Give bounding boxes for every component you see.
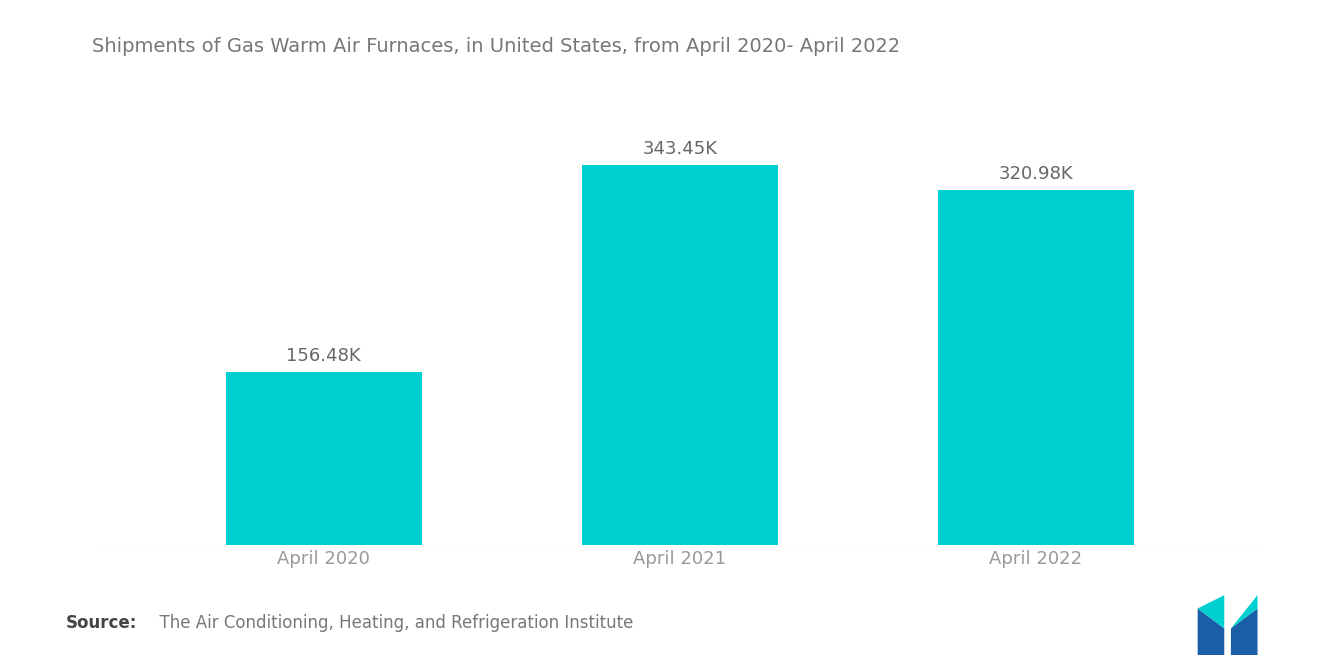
Text: 156.48K: 156.48K xyxy=(286,347,362,365)
Polygon shape xyxy=(1232,595,1258,628)
Polygon shape xyxy=(1232,608,1258,655)
Text: Shipments of Gas Warm Air Furnaces, in United States, from April 2020- April 202: Shipments of Gas Warm Air Furnaces, in U… xyxy=(92,37,900,56)
Text: 320.98K: 320.98K xyxy=(998,165,1073,183)
Text: 343.45K: 343.45K xyxy=(643,140,717,158)
Text: The Air Conditioning, Heating, and Refrigeration Institute: The Air Conditioning, Heating, and Refri… xyxy=(149,614,634,632)
Bar xyxy=(226,372,421,545)
Polygon shape xyxy=(1197,595,1224,628)
Bar xyxy=(582,165,777,545)
Polygon shape xyxy=(1197,608,1224,655)
Text: Source:: Source: xyxy=(66,614,137,632)
Bar xyxy=(939,190,1134,545)
